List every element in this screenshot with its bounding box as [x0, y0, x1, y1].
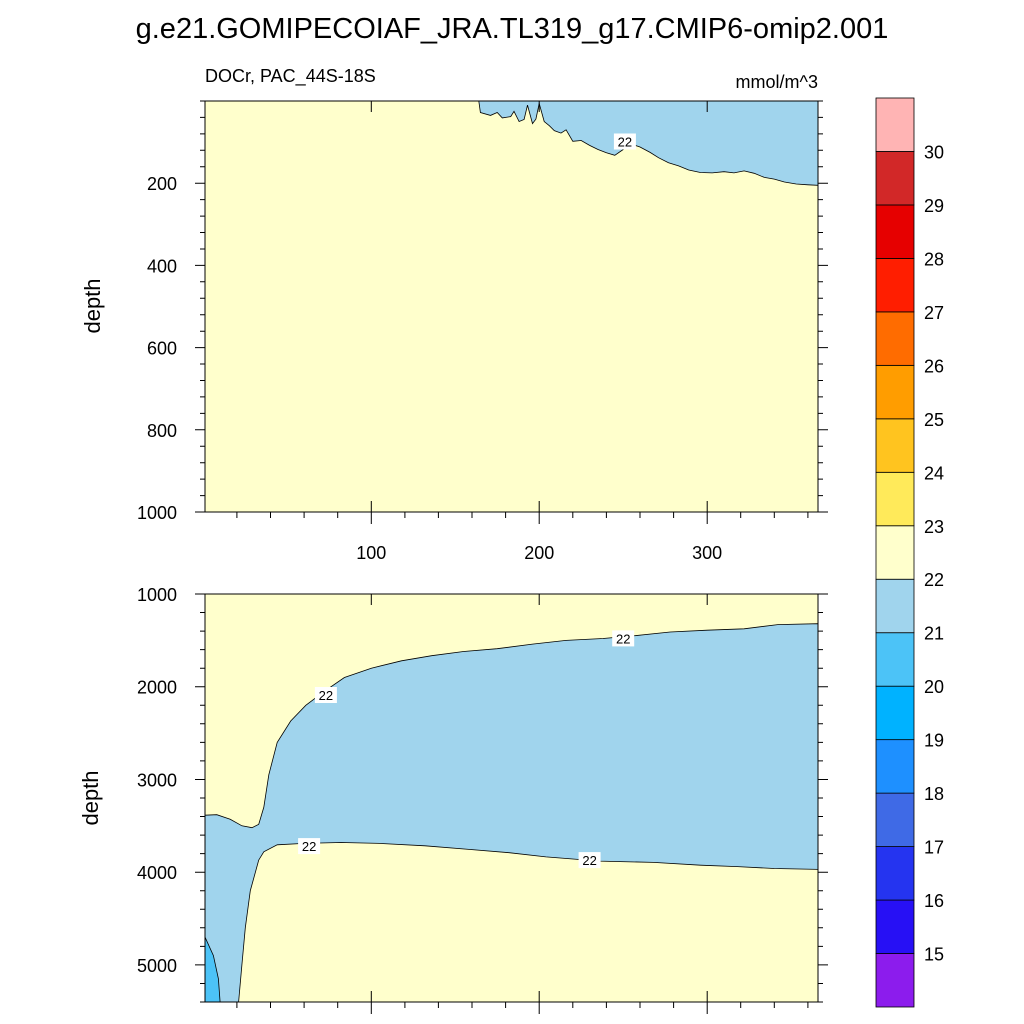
y-tick-label: 600 — [147, 339, 177, 359]
lower-y-axis-label: depth — [78, 770, 103, 825]
lower-panel-contour-labels: 22 22 22 22 — [298, 630, 635, 869]
svg-text:22: 22 — [302, 839, 316, 854]
y-tick-label: 1000 — [137, 585, 177, 605]
y-tick-label: 4000 — [137, 863, 177, 883]
colorbar-box — [875, 899, 915, 954]
y-tick-label: 2000 — [137, 678, 177, 698]
tick-marks — [195, 100, 828, 524]
y-tick-label: 3000 — [137, 770, 177, 790]
colorbar-box — [875, 151, 915, 206]
contour-label: 22 — [612, 630, 635, 647]
colorbar-label: 18 — [924, 784, 944, 804]
x-tick-label: 300 — [692, 543, 722, 563]
tick-marks — [195, 593, 828, 1014]
colorbar-label: 25 — [924, 410, 944, 430]
contour-region-21-22 — [204, 623, 819, 1003]
y-tick-label: 200 — [147, 174, 177, 194]
upper-left-label: DOCr, PAC_44S-18S — [205, 66, 376, 87]
contour-region-21-22 — [478, 100, 819, 186]
colorbar-label: 29 — [924, 196, 944, 216]
contour-label: 22 — [314, 687, 337, 703]
upper-panel-contour-labels: 22 — [613, 133, 636, 150]
colorbar-box — [875, 792, 915, 847]
upper-panel-ticks: 100 200 300 200 400 600 800 1000 — [137, 100, 828, 563]
y-tick-label: 400 — [147, 256, 177, 276]
colorbar-box — [875, 685, 915, 741]
y-tick-label: 1000 — [137, 503, 177, 523]
colorbar-label: 21 — [924, 624, 944, 644]
lower-panel: 22 22 22 22 1000 2000 3000 4000 5000 depth — [78, 585, 828, 1014]
upper-right-label: mmol/m^3 — [736, 72, 818, 92]
y-tick-label: 800 — [147, 421, 177, 441]
colorbar-box — [875, 311, 915, 366]
lower-panel-ticks: 1000 2000 3000 4000 5000 — [137, 585, 828, 1014]
colorbar-label: 20 — [924, 677, 944, 697]
colorbar-label: 24 — [924, 463, 944, 483]
colorbar-label: 22 — [924, 570, 944, 590]
svg-text:22: 22 — [618, 135, 632, 150]
colorbar-box — [875, 418, 915, 473]
colorbar-box — [875, 578, 915, 634]
colorbar-label: 27 — [924, 303, 944, 323]
upper-panel-frame — [204, 100, 819, 513]
contour-label: 22 — [613, 133, 636, 150]
colorbar-box — [875, 525, 915, 580]
y-tick-label: 5000 — [137, 956, 177, 976]
colorbar-label: 19 — [924, 731, 944, 751]
svg-text:22: 22 — [616, 631, 630, 646]
colorbar-label: 28 — [924, 249, 944, 269]
colorbar-box — [875, 97, 915, 152]
colorbar-box — [875, 258, 915, 313]
colorbar-label: 17 — [924, 838, 944, 858]
upper-y-axis-label: depth — [80, 278, 105, 333]
colorbar-label: 15 — [924, 945, 944, 965]
upper-panel: 22 100 200 300 200 400 600 800 1000 DOCr, PAC_4… — [80, 66, 828, 563]
colorbar-box — [875, 471, 915, 527]
svg-text:22: 22 — [582, 853, 596, 868]
colorbar-label: 16 — [924, 891, 944, 911]
contour-label: 22 — [578, 852, 601, 869]
colorbar-box — [875, 953, 915, 1008]
colorbar-box — [875, 204, 915, 259]
colorbar-label: 26 — [924, 356, 944, 376]
colorbar-label: 23 — [924, 517, 944, 537]
x-tick-label: 200 — [524, 543, 554, 563]
colorbar-box — [875, 364, 915, 420]
lower-panel-fills — [204, 623, 819, 1003]
contour-label: 22 — [298, 838, 321, 855]
x-tick-label: 100 — [356, 543, 386, 563]
colorbar-label: 30 — [924, 143, 944, 163]
colorbar: 15 16 17 18 19 20 21 22 23 24 25 26 27 28 29 30 — [875, 97, 944, 1008]
colorbar-box — [875, 739, 915, 794]
colorbar-box — [875, 846, 915, 901]
upper-panel-fills — [478, 100, 819, 186]
figure-title: g.e21.GOMIPECOIAF_JRA.TL319_g17.CMIP6-om… — [136, 13, 889, 45]
svg-text:22: 22 — [319, 688, 333, 703]
colorbar-box — [875, 632, 915, 687]
